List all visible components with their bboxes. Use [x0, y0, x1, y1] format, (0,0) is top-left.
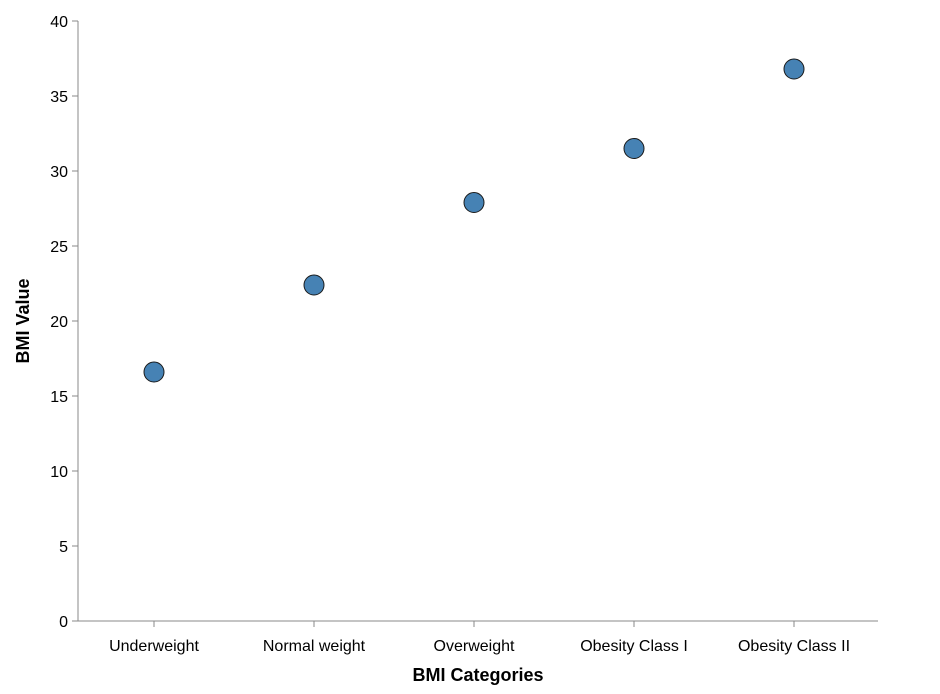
y-tick-label: 10 — [50, 464, 68, 481]
x-axis: Underweight Normal weight Overweight Obesit… — [78, 620, 878, 655]
y-tick-label: 30 — [50, 164, 68, 181]
x-axis-title: BMI Categories — [412, 665, 543, 685]
x-tick-label: Normal weight — [263, 638, 366, 655]
y-tick-label: 0 — [59, 614, 68, 631]
y-tick-label: 25 — [50, 239, 68, 256]
data-point — [303, 274, 325, 296]
data-points — [143, 58, 805, 383]
x-tick-label: Underweight — [109, 638, 199, 655]
x-tick-label: Obesity Class II — [738, 638, 850, 655]
x-tick-label: Overweight — [434, 638, 515, 655]
y-axis-title: BMI Value — [13, 278, 33, 363]
y-tick-label: 20 — [50, 314, 68, 331]
y-axis: 0 5 10 15 20 25 30 35 40 — [50, 14, 79, 631]
x-tick-label: Obesity Class I — [580, 638, 688, 655]
data-point — [623, 138, 645, 159]
data-point — [463, 192, 485, 213]
y-tick-label: 5 — [59, 539, 68, 556]
y-tick-label: 35 — [50, 89, 68, 106]
data-point — [143, 361, 165, 383]
data-point — [783, 58, 805, 80]
y-tick-label: 40 — [50, 14, 68, 31]
y-tick-label: 15 — [50, 389, 68, 406]
